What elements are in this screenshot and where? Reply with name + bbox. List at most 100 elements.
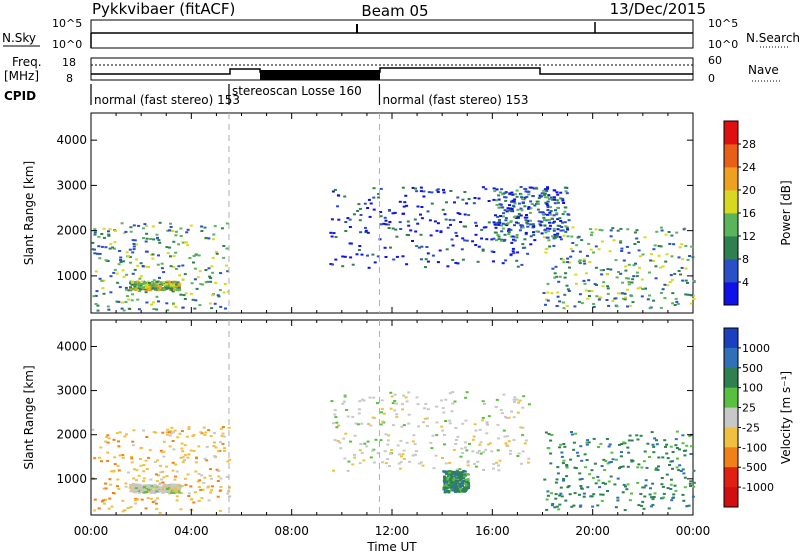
- echo-cell-3: [457, 474, 461, 477]
- echo-cell-0: [204, 431, 208, 434]
- echo-cell-3: [552, 220, 556, 223]
- echo-cell-3: [500, 224, 504, 227]
- echo-cell-2: [391, 424, 395, 427]
- echo-cell-3: [524, 233, 528, 236]
- echo-cell-1: [148, 289, 152, 292]
- echo-cell-4: [661, 288, 665, 291]
- echo-cell-3: [445, 490, 449, 492]
- echo-cell-4: [619, 455, 623, 458]
- echo-cell-4: [691, 256, 695, 259]
- echo-cell-4: [582, 492, 586, 495]
- echo-cell-1: [169, 484, 173, 487]
- cpid-label-2: normal (fast stereo) 153: [382, 93, 528, 107]
- echo-cell-4: [597, 446, 600, 449]
- echo-cell-0: [144, 291, 148, 294]
- echo-cell-0: [171, 290, 175, 293]
- echo-cell-4: [609, 235, 613, 238]
- echo-cell-0: [197, 254, 201, 257]
- echo-cell-3: [541, 212, 545, 215]
- echo-cell-2: [467, 214, 471, 217]
- y-tick-label: 3000: [56, 178, 87, 192]
- echo-cell-4: [544, 298, 548, 301]
- echo-cell-2: [422, 190, 426, 193]
- echo-cell-3: [527, 206, 531, 209]
- echo-cell-2: [478, 443, 482, 446]
- echo-cell-1: [174, 487, 178, 490]
- echo-cell-4: [642, 486, 646, 489]
- echo-cell-1: [138, 485, 142, 488]
- echo-cell-0: [158, 221, 162, 224]
- echo-cell-0: [130, 461, 134, 464]
- echo-cell-2: [382, 222, 386, 225]
- echo-cell-3: [501, 215, 505, 218]
- echo-cell-4: [627, 439, 631, 442]
- echo-cell-2: [366, 254, 369, 257]
- echo-cell-4: [669, 445, 673, 448]
- echo-cell-1: [135, 489, 139, 492]
- echo-cell-0: [158, 511, 162, 514]
- echo-cell-0: [145, 468, 149, 470]
- echo-cell-4: [657, 254, 661, 257]
- echo-cell-0: [222, 245, 226, 247]
- echo-cell-2: [494, 406, 498, 408]
- echo-cell-0: [129, 226, 133, 229]
- echo-cell-0: [102, 487, 106, 490]
- echo-cell-1: [174, 489, 178, 492]
- echo-cell-2: [363, 202, 367, 205]
- echo-cell-4: [649, 505, 653, 508]
- echo-cell-0: [125, 273, 129, 276]
- echo-cell-3: [455, 490, 459, 493]
- echo-cell-4: [559, 486, 563, 489]
- echo-cell-1: [165, 484, 169, 486]
- echo-cell-0: [116, 281, 120, 284]
- echo-cell-4: [626, 446, 630, 449]
- echo-cell-3: [531, 223, 535, 226]
- echo-cell-2: [454, 443, 458, 445]
- x-tick-label: 04:00: [174, 524, 209, 538]
- echo-cell-2: [369, 456, 373, 459]
- echo-cell-2: [384, 433, 388, 436]
- echo-cell-2: [401, 408, 404, 411]
- echo-cell-0: [179, 235, 183, 237]
- echo-cell-2: [357, 412, 361, 415]
- echo-cell-2: [396, 444, 400, 447]
- nsearch-tick-top: 10^5: [708, 17, 738, 30]
- echo-cell-2: [516, 455, 520, 457]
- echo-cell-2: [391, 402, 395, 405]
- echo-cell-0: [221, 426, 225, 428]
- echo-cell-0: [192, 433, 196, 436]
- echo-cell-0: [144, 507, 148, 510]
- echo-cell-4: [585, 441, 589, 444]
- echo-cell-2: [482, 469, 485, 471]
- echo-cell-4: [609, 268, 613, 271]
- echo-cell-1: [142, 486, 146, 489]
- echo-cell-4: [593, 462, 597, 465]
- echo-cell-4: [692, 481, 696, 484]
- echo-cell-4: [636, 241, 640, 243]
- echo-cell-4: [635, 271, 639, 274]
- echo-cell-0: [181, 456, 185, 459]
- echo-cell-2: [356, 210, 360, 212]
- echo-cell-3: [458, 484, 462, 487]
- echo-cell-0: [134, 502, 138, 505]
- echo-cell-4: [542, 236, 546, 239]
- echo-cell-2: [511, 250, 515, 253]
- echo-cell-4: [609, 461, 613, 463]
- echo-cell-0: [207, 499, 211, 502]
- echo-cell-4: [550, 492, 553, 495]
- echo-cell-4: [554, 481, 558, 484]
- echo-cell-0: [179, 456, 183, 459]
- echo-cell-0: [106, 305, 110, 308]
- echo-cell-0: [91, 248, 95, 251]
- echo-cell-3: [555, 212, 559, 215]
- echo-cell-0: [122, 260, 126, 263]
- y-tick-label: 1000: [56, 472, 87, 486]
- echo-cell-2: [513, 396, 517, 399]
- echo-cell-1: [159, 489, 163, 492]
- echo-cell-2: [492, 260, 495, 263]
- echo-cell-2: [462, 225, 466, 228]
- echo-cell-2: [463, 441, 467, 444]
- echo-cell-3: [521, 201, 525, 204]
- echo-cell-0: [198, 479, 202, 482]
- echo-cell-0: [220, 227, 224, 230]
